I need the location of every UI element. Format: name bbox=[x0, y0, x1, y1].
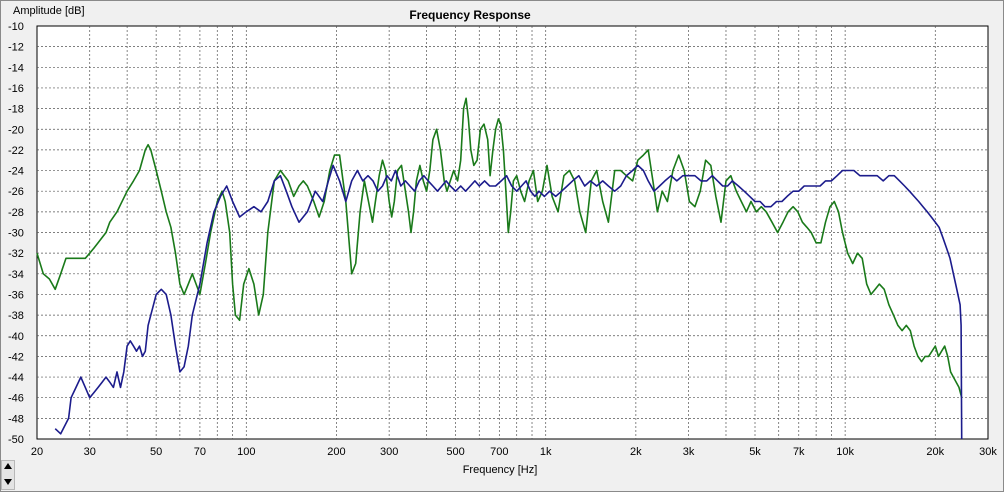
x-axis-label: Frequency [Hz] bbox=[463, 464, 538, 476]
y-tick-label: -42 bbox=[8, 351, 24, 363]
x-tick-label: 10k bbox=[836, 446, 854, 458]
y-tick-label: -10 bbox=[8, 21, 24, 33]
scroll-down-icon[interactable] bbox=[4, 479, 12, 485]
x-tick-label: 3k bbox=[683, 446, 695, 458]
scroll-up-icon[interactable] bbox=[4, 463, 12, 469]
x-tick-label: 70 bbox=[194, 446, 206, 458]
x-tick-label: 200 bbox=[327, 446, 345, 458]
x-tick-label: 50 bbox=[150, 446, 162, 458]
x-tick-label: 20 bbox=[31, 446, 43, 458]
y-tick-label: -38 bbox=[8, 310, 24, 322]
y-tick-label: -30 bbox=[8, 228, 24, 240]
y-tick-label: -20 bbox=[8, 124, 24, 136]
x-tick-label: 2k bbox=[630, 446, 642, 458]
y-tick-label: -24 bbox=[8, 166, 24, 178]
x-tick-labels: 20 30 50 70 100 200 300 500 700 1k 2k 3k 5k 7k 10k 20k 3… bbox=[31, 446, 997, 458]
y-tick-label: -36 bbox=[8, 289, 24, 301]
y-tick-label: -44 bbox=[8, 372, 24, 384]
series-line-1 bbox=[36, 97, 963, 398]
y-tick-label: -18 bbox=[8, 104, 24, 116]
y-tick-labels: -10 -12 -14 -16 -18 -20 -22 -24 -26 -28 -30 -32 -34 -… bbox=[8, 21, 24, 446]
x-tick-label: 500 bbox=[446, 446, 464, 458]
y-tick-label: -16 bbox=[8, 83, 24, 95]
y-tick-label: -12 bbox=[8, 42, 24, 54]
series-group bbox=[36, 97, 963, 440]
y-tick-label: -50 bbox=[8, 434, 24, 446]
y-tick-label: -28 bbox=[8, 207, 24, 219]
x-tick-label: 100 bbox=[237, 446, 255, 458]
x-tick-label: 5k bbox=[749, 446, 761, 458]
y-tick-label: -26 bbox=[8, 186, 24, 198]
y-tick-label: -32 bbox=[8, 248, 24, 260]
y-axis-label: Amplitude [dB] bbox=[13, 5, 85, 17]
chart-scroll-spinner[interactable] bbox=[1, 460, 15, 490]
series-line-2 bbox=[54, 164, 963, 440]
x-tick-label: 1k bbox=[540, 446, 552, 458]
x-tick-label: 7k bbox=[793, 446, 805, 458]
y-tick-label: -46 bbox=[8, 393, 24, 405]
y-tick-label: -14 bbox=[8, 62, 24, 74]
y-tick-label: -22 bbox=[8, 145, 24, 157]
y-tick-label: -48 bbox=[8, 413, 24, 425]
x-tick-label: 20k bbox=[926, 446, 944, 458]
x-tick-label: 30k bbox=[979, 446, 997, 458]
x-tick-label: 30 bbox=[84, 446, 96, 458]
x-tick-label: 300 bbox=[380, 446, 398, 458]
y-tick-label: -40 bbox=[8, 331, 24, 343]
y-tick-label: -34 bbox=[8, 269, 24, 281]
x-tick-label: 700 bbox=[490, 446, 508, 458]
chart-title: Frequency Response bbox=[409, 8, 531, 22]
